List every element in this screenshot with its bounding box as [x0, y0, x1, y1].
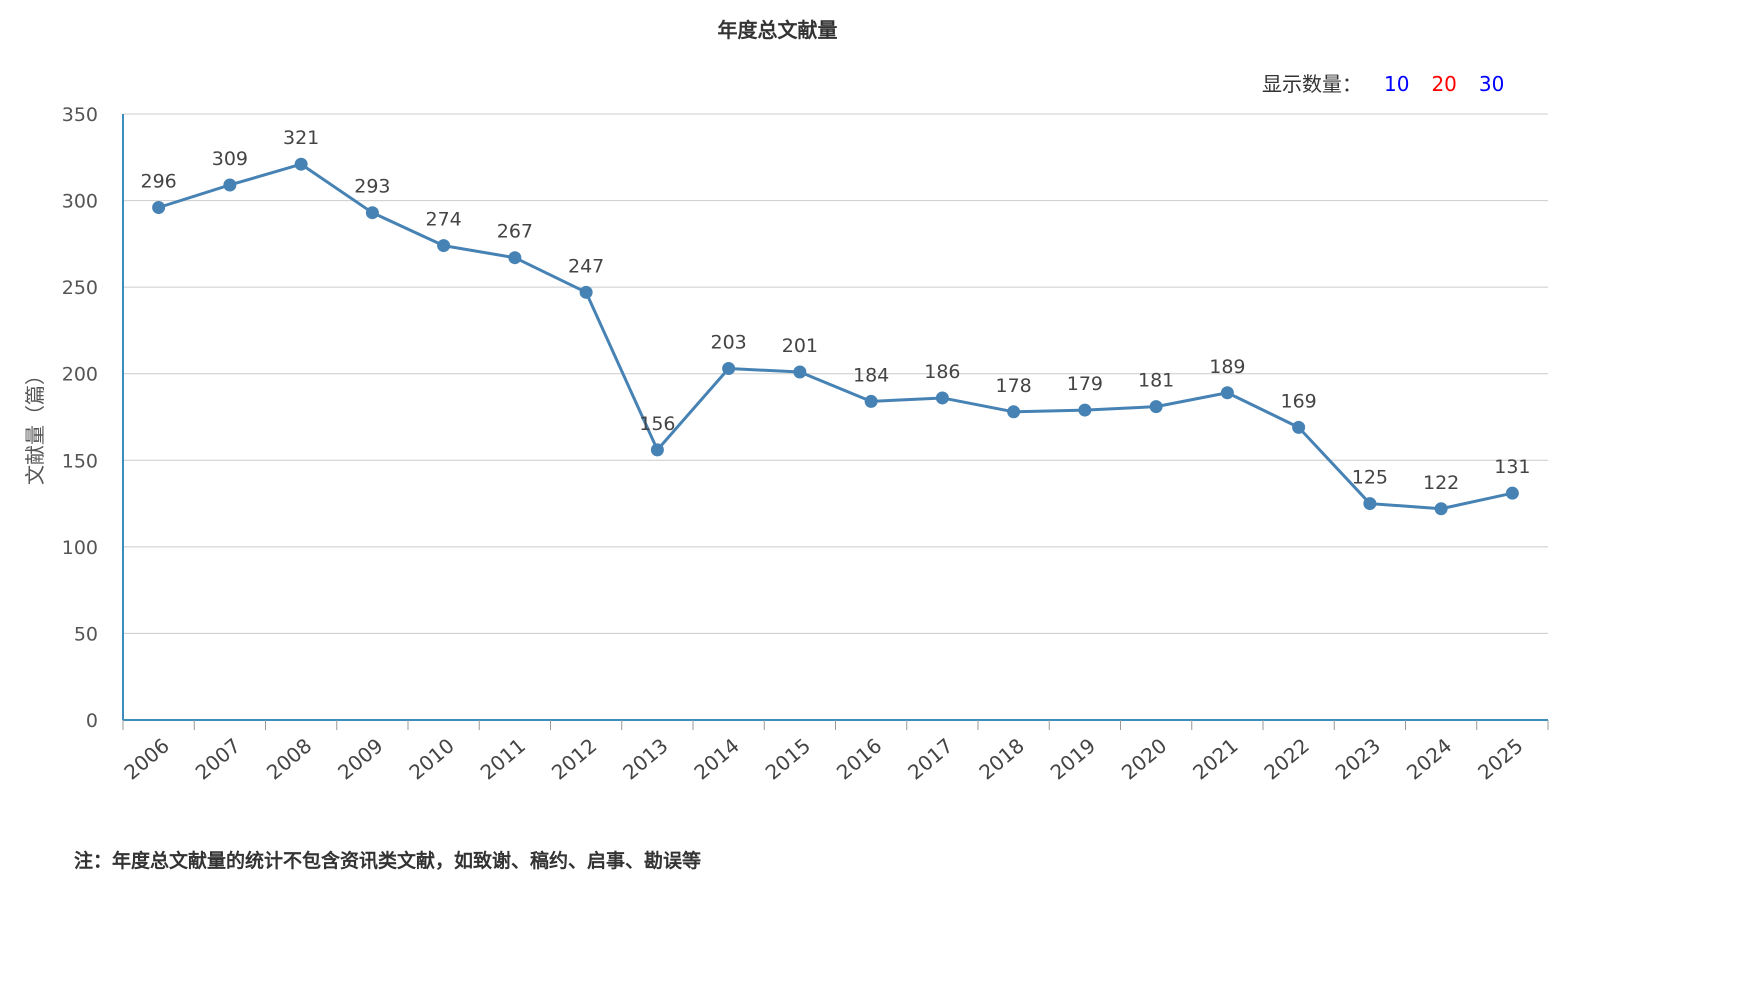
x-tick-label: 2007 — [191, 733, 245, 784]
data-label: 203 — [710, 332, 746, 354]
y-tick-label: 200 — [62, 364, 98, 386]
y-tick-label: 0 — [86, 710, 98, 732]
x-tick-label: 2006 — [119, 733, 173, 784]
data-point[interactable] — [365, 206, 379, 220]
x-tick-label: 2011 — [476, 733, 530, 784]
x-tick-label: 2021 — [1188, 733, 1242, 784]
data-point[interactable] — [437, 239, 451, 253]
data-label: 274 — [425, 209, 461, 231]
series-line-0 — [158, 162, 1513, 511]
data-label: 184 — [853, 364, 889, 386]
display-count-selector: 显示数量： 10 20 30 — [1262, 68, 1562, 97]
data-point[interactable] — [1007, 405, 1021, 419]
y-tick-label: 50 — [74, 623, 98, 645]
data-label: 122 — [1423, 472, 1459, 494]
data-point[interactable] — [722, 362, 736, 376]
x-tick-label: 2016 — [832, 733, 886, 784]
x-tick-label: 2012 — [547, 733, 601, 784]
data-label: 189 — [1209, 356, 1245, 378]
display-count-option-20[interactable]: 20 — [1431, 72, 1457, 96]
x-tick-label: 2023 — [1331, 733, 1385, 784]
grid-lines — [123, 113, 1548, 634]
data-point[interactable] — [1434, 502, 1448, 516]
display-count-option-10[interactable]: 10 — [1384, 72, 1410, 96]
data-points — [152, 157, 1519, 516]
footnote: 注：年度总文献量的统计不包含资讯类文献，如致谢、稿约、启事、勘误等 — [74, 850, 702, 872]
data-point[interactable] — [793, 365, 807, 379]
x-tick-label: 2018 — [974, 733, 1028, 784]
data-point[interactable] — [508, 251, 522, 265]
chart-title: 年度总文献量 — [717, 18, 838, 42]
y-axis-title: 文献量（篇） — [23, 365, 47, 485]
data-point[interactable] — [294, 157, 308, 171]
y-tick-label: 250 — [62, 277, 98, 299]
data-label: 296 — [140, 170, 176, 192]
data-label: 309 — [212, 148, 248, 170]
data-point[interactable] — [650, 443, 664, 457]
y-tick-label: 300 — [62, 191, 98, 213]
data-labels: 296 309 321 293 274 267 247 156 203 201 184 186 178 1… — [140, 127, 1530, 494]
x-tick-label: 2022 — [1259, 733, 1313, 784]
data-point[interactable] — [935, 391, 949, 405]
data-label: 201 — [782, 335, 818, 357]
x-tick-label: 2009 — [333, 733, 387, 784]
x-tick-label: 2010 — [404, 733, 458, 784]
data-label: 186 — [924, 361, 960, 383]
x-tick-label: 2015 — [761, 733, 815, 784]
data-label: 131 — [1494, 456, 1530, 478]
data-point[interactable] — [1220, 386, 1234, 400]
data-point[interactable] — [1078, 403, 1092, 417]
data-label: 321 — [283, 127, 319, 149]
display-count-option-30[interactable]: 30 — [1478, 72, 1505, 96]
display-count-label: 显示数量： — [1262, 72, 1362, 96]
y-tick-label: 150 — [62, 450, 98, 472]
x-tick-label: 2020 — [1117, 733, 1171, 784]
x-tick-label: 2014 — [689, 733, 743, 784]
axes — [122, 114, 1549, 730]
data-point[interactable] — [152, 200, 166, 214]
data-label: 125 — [1352, 467, 1388, 489]
y-tick-label: 350 — [62, 104, 98, 126]
data-label: 156 — [639, 413, 675, 435]
data-label: 247 — [568, 255, 604, 277]
x-tick-label: 2013 — [618, 733, 672, 784]
data-label: 179 — [1067, 373, 1103, 395]
x-tick-label: 2019 — [1046, 733, 1100, 784]
x-tick-label: 2024 — [1402, 733, 1456, 784]
x-tick-labels: 2006 2007 2008 2009 2010 2011 2012 2013 2014 2015… — [119, 733, 1527, 784]
data-label: 178 — [995, 375, 1031, 397]
data-label: 267 — [497, 221, 533, 243]
x-tick-label: 2008 — [262, 733, 316, 784]
x-tick-label: 2017 — [903, 733, 957, 784]
data-point[interactable] — [864, 394, 878, 408]
series-line — [158, 162, 1513, 511]
data-label: 169 — [1280, 390, 1316, 412]
y-tick-labels: 0 50 100 150 200 250 300 350 — [62, 104, 98, 732]
x-tick-label: 2025 — [1473, 733, 1527, 784]
data-point[interactable] — [579, 285, 593, 299]
data-label: 181 — [1138, 370, 1174, 392]
data-point[interactable] — [223, 178, 237, 192]
data-point[interactable] — [1505, 486, 1519, 500]
y-tick-label: 100 — [62, 537, 98, 559]
data-point[interactable] — [1149, 400, 1163, 414]
data-point[interactable] — [1363, 497, 1377, 511]
data-label: 293 — [354, 176, 390, 198]
data-point[interactable] — [1292, 420, 1306, 434]
